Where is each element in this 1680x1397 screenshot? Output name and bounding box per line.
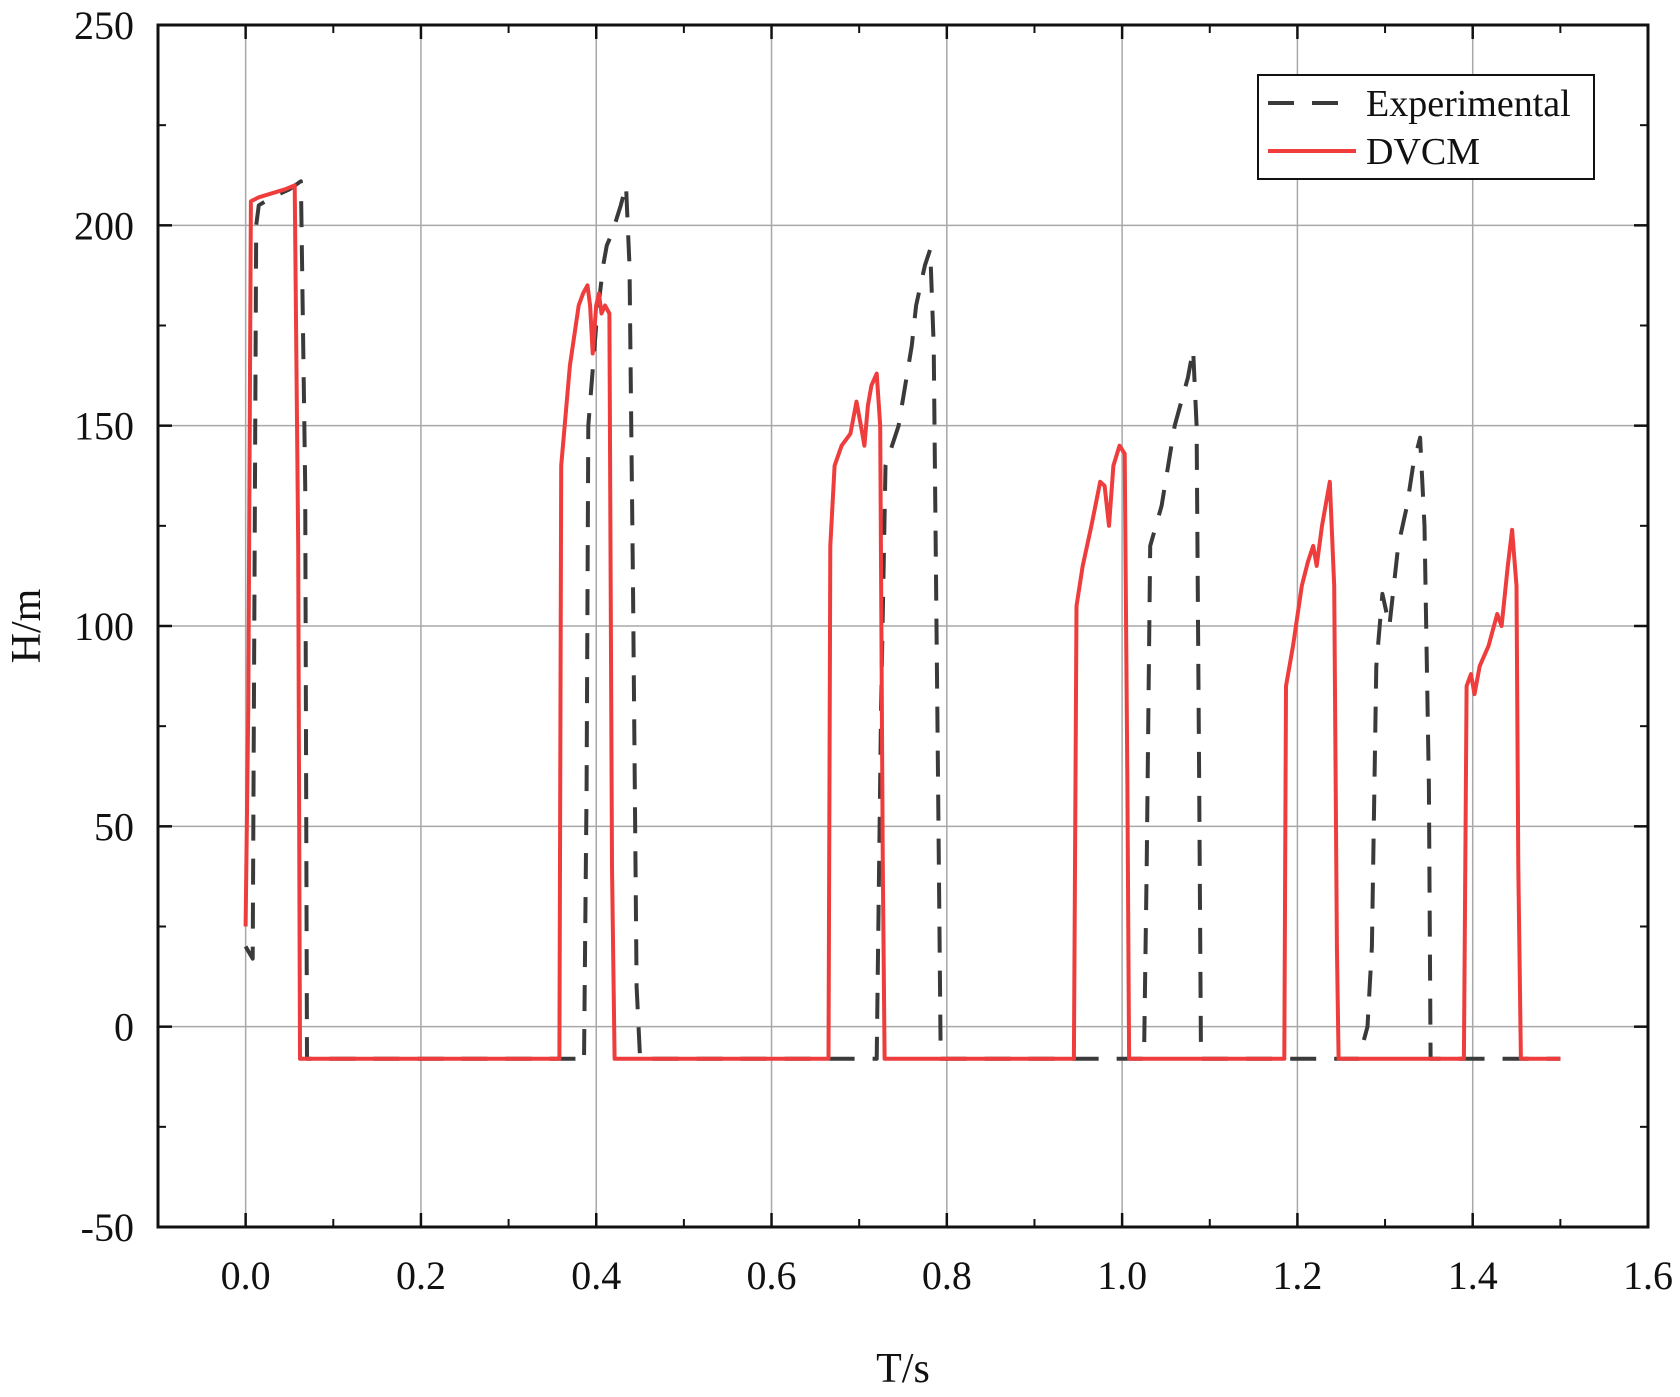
x-tick-label: 0.4 [571,1253,621,1298]
series-layer [243,179,1561,1065]
ticks [158,23,1650,1229]
y-axis-title: H/m [4,588,50,663]
tick-labels: 0.0 0.2 0.4 0.6 0.8 1.0 1.2 1.4 1.6 -50 0 50 100 150 2… [74,3,1673,1298]
legend: Experimental DVCM [1257,74,1595,180]
y-tick-label: 150 [74,404,134,449]
legend-label-dvcm: DVCM [1366,131,1480,173]
x-tick-label: 0.6 [747,1253,797,1298]
x-tick-label: 0.8 [922,1253,972,1298]
x-tick-label: 0.0 [221,1253,271,1298]
y-tick-label: 200 [74,203,134,248]
y-tick-label: 0 [114,1005,134,1050]
series-line-experimental [243,179,1561,1065]
y-tick-label: 250 [74,3,134,48]
series-line-dvcm [243,183,1561,1061]
x-axis-title: T/s [876,1346,930,1392]
legend-label-experimental: Experimental [1366,83,1571,125]
y-tick-label: -50 [81,1205,134,1250]
grid [158,25,1648,1227]
y-tick-label: 50 [94,804,134,849]
x-tick-label: 1.0 [1097,1253,1147,1298]
x-tick-label: 1.6 [1623,1253,1673,1298]
x-tick-label: 0.2 [396,1253,446,1298]
legend-box [1257,74,1595,180]
x-tick-label: 1.4 [1448,1253,1498,1298]
y-tick-label: 100 [74,604,134,649]
x-tick-label: 1.2 [1272,1253,1322,1298]
